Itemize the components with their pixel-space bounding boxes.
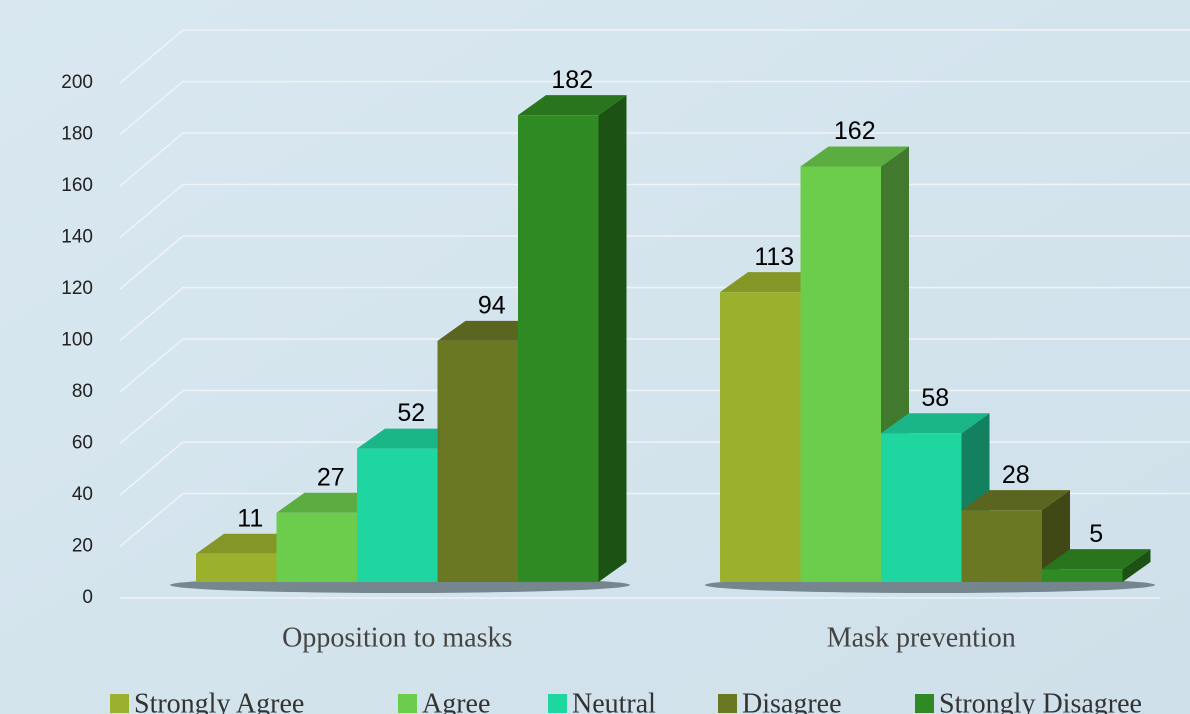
value-label: 182 — [551, 66, 593, 94]
value-label: 113 — [754, 243, 794, 271]
y-tick-label: 20 — [72, 536, 93, 557]
bar — [1042, 549, 1151, 582]
y-tick-label: 120 — [61, 278, 93, 299]
value-label: 94 — [478, 291, 506, 319]
bar-side — [598, 95, 627, 583]
bar-front — [720, 292, 801, 582]
grid-line — [119, 80, 1190, 136]
legend-swatch — [915, 694, 934, 713]
legend-label: Disagree — [742, 688, 842, 714]
bar-front — [881, 433, 962, 582]
y-tick-label: 200 — [61, 72, 93, 93]
bar-top — [1042, 549, 1151, 570]
value-label: 5 — [1089, 520, 1103, 548]
grid-line — [119, 29, 1190, 84]
legend: Strongly Agree Agree Neutral Disagree Strong… — [110, 688, 1142, 714]
legend-swatch — [718, 694, 737, 713]
legend-swatch — [110, 694, 129, 713]
bar — [518, 95, 627, 583]
legend-label: Strongly Disagree — [939, 688, 1142, 714]
y-tick-label: 180 — [61, 124, 93, 145]
bar-front — [961, 510, 1042, 582]
bar-front — [518, 115, 599, 583]
bar-top — [881, 413, 990, 434]
legend-swatch — [548, 694, 567, 713]
bar-front — [357, 448, 438, 582]
y-tick-label: 60 — [72, 433, 93, 454]
legend-label: Strongly Agree — [134, 688, 304, 714]
bar-front — [196, 553, 277, 582]
value-label: 162 — [834, 117, 876, 145]
bars: Opposition to masks 11 27 52 94 182 Mask preve… — [196, 66, 1151, 653]
bar-top — [961, 490, 1070, 511]
bar-front — [1042, 569, 1123, 582]
bar-side — [1122, 549, 1151, 582]
legend-label: Agree — [422, 688, 490, 714]
y-tick-label: 40 — [72, 484, 93, 505]
value-label: 28 — [1002, 461, 1030, 489]
y-tick-label: 160 — [61, 175, 93, 196]
y-tick-label: 80 — [72, 381, 93, 402]
bar-top — [800, 146, 909, 167]
bar-front — [437, 340, 518, 582]
value-label: 27 — [317, 463, 345, 491]
x-tick-label: Mask prevention — [827, 622, 1016, 653]
legend-label: Neutral — [572, 688, 656, 714]
legend-swatch — [398, 694, 417, 713]
value-label: 52 — [397, 399, 425, 427]
value-label: 58 — [921, 384, 949, 412]
bar-top — [518, 95, 627, 116]
grid-line — [119, 132, 1190, 187]
y-tick-label: 140 — [61, 227, 93, 248]
x-tick-label: Opposition to masks — [282, 622, 512, 653]
bar-front — [800, 166, 881, 582]
bar-front — [276, 512, 357, 582]
value-label: 11 — [237, 504, 263, 532]
y-tick-label: 100 — [61, 330, 93, 351]
y-tick-label: 0 — [82, 587, 93, 608]
